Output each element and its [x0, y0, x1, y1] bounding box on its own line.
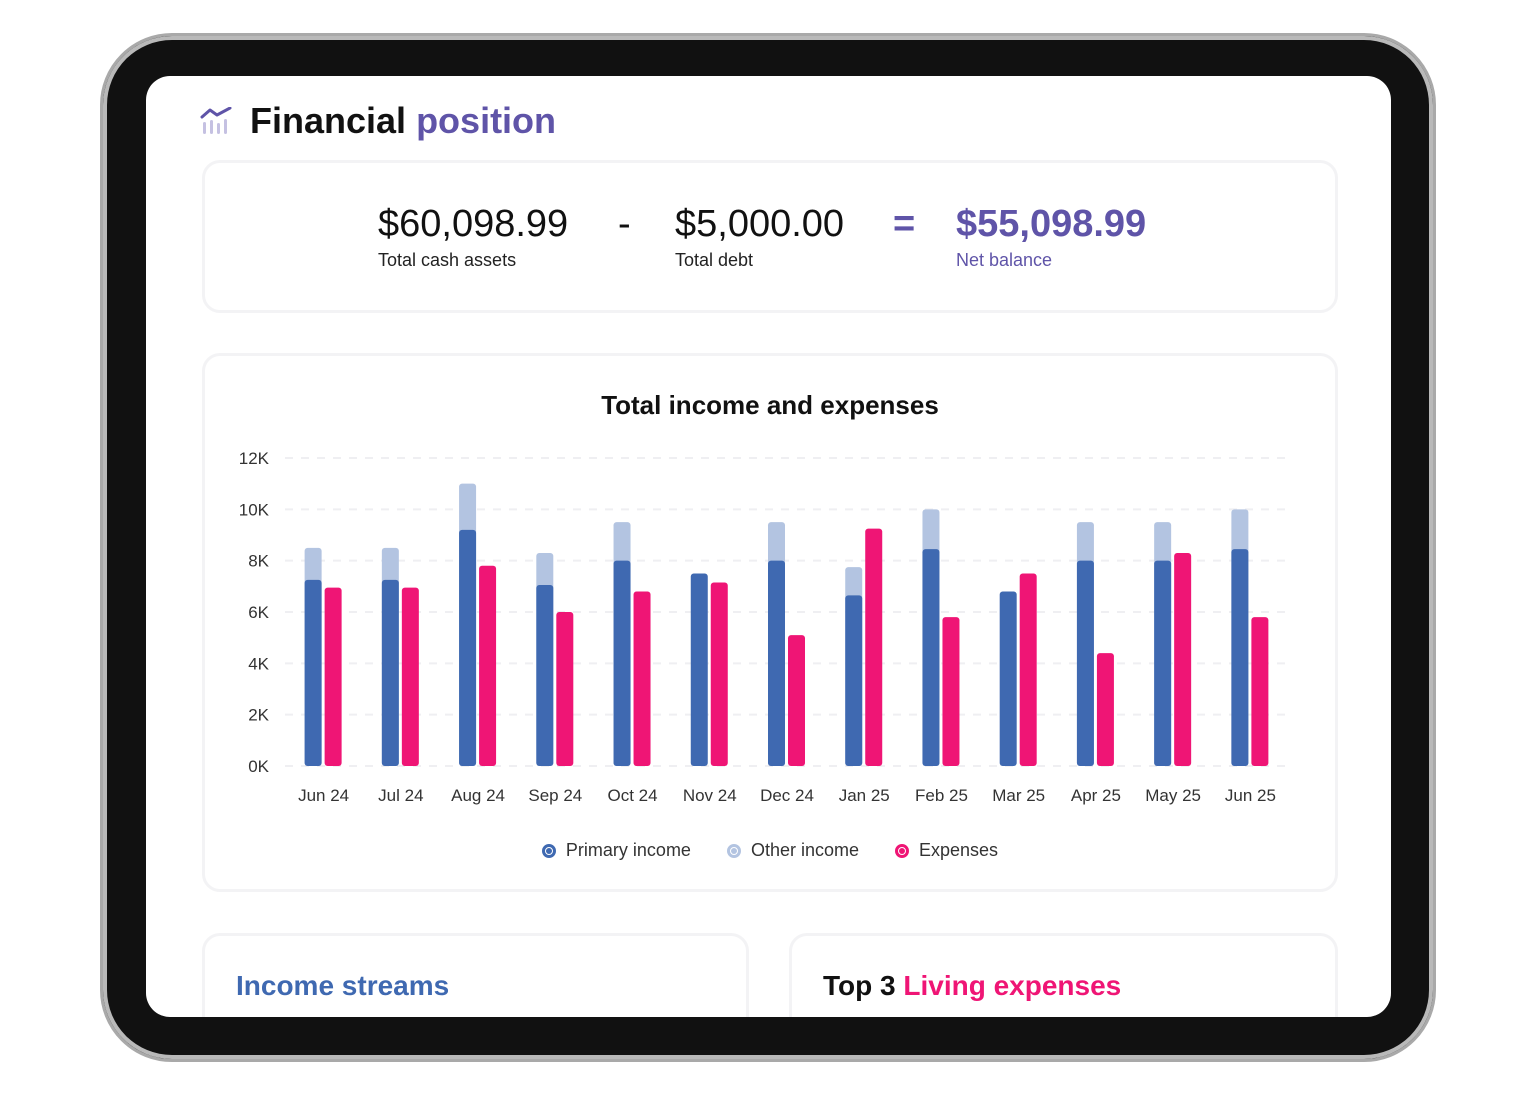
bar-expenses	[633, 591, 651, 766]
title-main: Financial	[250, 100, 407, 141]
bar-expenses	[865, 528, 883, 766]
bar-expenses	[1096, 653, 1114, 766]
y-tick-label: 8K	[248, 552, 269, 571]
y-tick-label: 0K	[248, 757, 269, 776]
bar-primary-income	[459, 529, 477, 766]
bar-primary-income	[768, 560, 785, 766]
title-accent: Living expenses	[903, 970, 1122, 1001]
x-tick-label: Jun 24	[298, 786, 349, 805]
legend-label: Primary income	[565, 840, 691, 860]
bar-expenses	[942, 617, 960, 766]
bar-primary-income	[690, 573, 708, 766]
x-tick-label: Apr 25	[1071, 786, 1121, 805]
screen: Financial position $60,098.99 Total cash…	[146, 76, 1391, 1017]
bar-primary-income	[845, 595, 863, 766]
bar-expenses	[401, 587, 419, 766]
income-expenses-chart: 0K 2K 4K 6K 8K 10K 12K Jun 24 Jul 24 Aug 24 Sep 24…	[239, 449, 1289, 805]
bar-primary-income	[304, 579, 322, 766]
bar-expenses	[788, 635, 805, 766]
legend-other-income[interactable]: Other income	[726, 840, 859, 861]
x-tick-label: Sep 24	[528, 786, 582, 805]
x-tick-label: Jun 25	[1225, 786, 1276, 805]
net-value: $55,098.99	[956, 203, 1147, 245]
y-tick-label: 6K	[248, 603, 269, 622]
x-tick-label: Jul 24	[378, 786, 423, 805]
chart-trend-icon	[200, 107, 232, 134]
total-debt: $5,000.00 Total debt	[675, 203, 844, 271]
bar-expenses	[1019, 573, 1037, 766]
debt-value: $5,000.00	[675, 203, 845, 245]
x-tick-label: Nov 24	[683, 786, 737, 805]
y-tick-label: 10K	[239, 500, 270, 519]
equals-sign: =	[893, 203, 916, 245]
x-tick-label: Dec 24	[760, 786, 814, 805]
legend-expenses-dot-icon	[895, 843, 909, 858]
legend-other-dot-icon	[726, 843, 741, 858]
bar-primary-income	[922, 549, 940, 766]
y-tick-label: 4K	[248, 654, 269, 673]
bar-expenses	[324, 587, 342, 766]
title-prefix: Top 3	[823, 970, 896, 1001]
chart-title: Total income and expenses	[601, 390, 939, 420]
bar-primary-income	[381, 579, 399, 766]
bar-primary-income	[536, 585, 554, 766]
y-tick-label: 2K	[248, 706, 269, 725]
bar-primary-income	[613, 560, 631, 766]
living-expenses-card: Top 3 Living expenses	[789, 933, 1338, 1017]
bar-expenses	[479, 565, 497, 766]
cash-label: Total cash assets	[378, 250, 517, 270]
bar-primary-income	[999, 591, 1017, 766]
income-expenses-chart-card: Total income and expenses 0K 2K 4K 6K 8K 10K 1…	[202, 353, 1338, 892]
legend-label: Other income	[750, 840, 859, 860]
net-balance: $55,098.99 Net balance	[956, 203, 1146, 271]
income-streams-card: Income streams	[202, 933, 749, 1017]
bar-primary-income	[1154, 560, 1172, 766]
cash-value: $60,098.99	[378, 203, 569, 245]
x-tick-label: Aug 24	[451, 786, 505, 805]
x-tick-label: May 25	[1145, 786, 1201, 805]
bar-expenses	[556, 612, 574, 766]
summary-card: $60,098.99 Total cash assets - $5,000.00…	[202, 160, 1338, 313]
cash-assets: $60,098.99 Total cash assets	[378, 203, 568, 271]
bar-expenses	[1174, 552, 1192, 766]
minus-sign: -	[618, 203, 631, 245]
x-tick-label: Oct 24	[607, 786, 657, 805]
title-accent: position	[416, 100, 557, 141]
debt-label: Total debt	[675, 250, 754, 270]
bar-expenses	[1251, 617, 1269, 766]
chart-legend: Primary income Other income Expenses	[205, 840, 1335, 861]
legend-label: Expenses	[919, 840, 999, 860]
page-title: Financial position	[200, 100, 556, 142]
legend-expenses[interactable]: Expenses	[895, 840, 998, 861]
bar-expenses	[710, 582, 728, 766]
legend-primary-income[interactable]: Primary income	[541, 840, 691, 861]
net-label: Net balance	[956, 250, 1053, 270]
living-expenses-title: Top 3 Living expenses	[823, 970, 1121, 1002]
legend-primary-dot-icon	[541, 843, 556, 858]
y-tick-label: 12K	[239, 449, 270, 468]
bar-primary-income	[1231, 549, 1249, 766]
income-streams-title: Income streams	[236, 970, 450, 1001]
x-tick-label: Jan 25	[839, 786, 890, 805]
bar-primary-income	[1076, 560, 1094, 766]
x-tick-label: Mar 25	[992, 786, 1045, 805]
x-tick-label: Feb 25	[915, 786, 968, 805]
